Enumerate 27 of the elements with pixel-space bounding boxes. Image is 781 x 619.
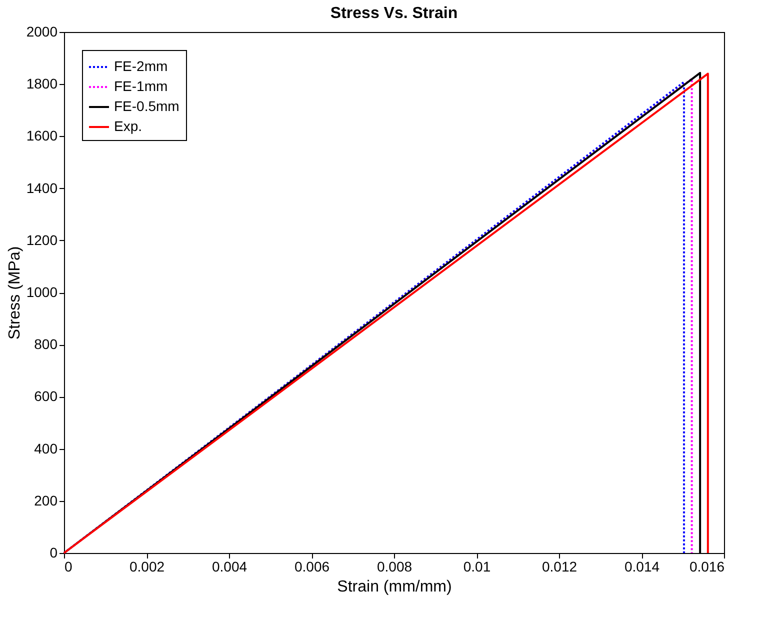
x-tick-label: 0.012 <box>542 558 578 574</box>
legend-label: Exp. <box>114 118 142 134</box>
x-tick-label: 0.016 <box>689 558 725 574</box>
x-tick-label: 0.01 <box>463 558 491 574</box>
y-tick-label: 200 <box>34 492 58 508</box>
y-tick-label: 1200 <box>26 232 58 248</box>
y-tick-label: 1800 <box>26 76 58 92</box>
y-tick-label: 1000 <box>26 284 58 300</box>
y-tick-label: 1400 <box>26 180 58 196</box>
x-tick-label: 0 <box>64 558 72 574</box>
x-tick-label: 0.004 <box>212 558 248 574</box>
y-tick-label: 2000 <box>26 24 58 40</box>
legend-label: FE-0.5mm <box>114 98 180 114</box>
x-axis-title: Strain (mm/mm) <box>337 578 452 596</box>
y-tick-label: 600 <box>34 388 58 404</box>
y-axis-title: Stress (MPa) <box>6 246 24 340</box>
x-tick-label: 0.006 <box>294 558 330 574</box>
chart-title: Stress Vs. Strain <box>330 5 458 22</box>
y-tick-label: 800 <box>34 336 58 352</box>
y-tick-label: 400 <box>34 440 58 456</box>
y-tick-label: 1600 <box>26 128 58 144</box>
y-tick-label: 0 <box>50 544 58 560</box>
legend-label: FE-2mm <box>114 58 168 74</box>
legend-label: FE-1mm <box>114 78 168 94</box>
x-tick-label: 0.014 <box>624 558 660 574</box>
x-tick-label: 0.002 <box>129 558 165 574</box>
x-tick-label: 0.008 <box>376 558 412 574</box>
